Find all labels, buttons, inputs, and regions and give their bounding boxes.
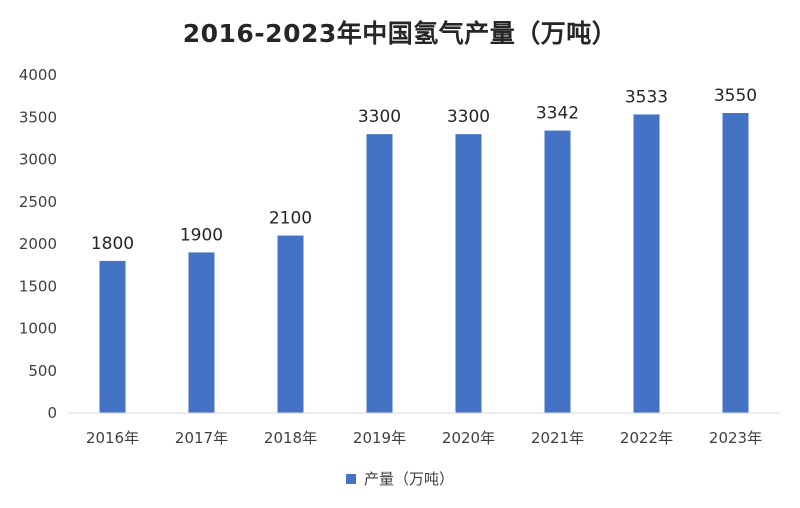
bar [633, 114, 660, 414]
bars [99, 113, 749, 414]
bar [277, 235, 304, 413]
x-tick-label: 2017年 [175, 429, 228, 447]
data-label: 3300 [447, 107, 490, 127]
legend-swatch [345, 473, 356, 484]
y-tick-label: 2500 [19, 193, 57, 211]
chart-title: 2016-2023年中国氢气产量（万吨） [182, 19, 618, 48]
legend-label: 产量（万吨） [363, 470, 454, 488]
x-tick-label: 2019年 [353, 429, 406, 447]
y-tick-label: 2000 [19, 235, 57, 253]
x-tick-label: 2022年 [620, 429, 673, 447]
x-tick-label: 2018年 [264, 429, 317, 447]
y-tick-label: 4000 [19, 66, 57, 84]
data-label: 1800 [91, 234, 134, 254]
data-label: 3550 [714, 86, 757, 106]
y-tick-label: 3500 [19, 108, 57, 126]
y-tick-label: 1500 [19, 277, 57, 295]
data-labels: 1800 1900 2100 3300 3300 3342 3533 3550 [91, 86, 757, 254]
bar [544, 130, 571, 413]
bar [722, 113, 749, 414]
x-tick-label: 2020年 [442, 429, 495, 447]
y-tick-label: 3000 [19, 151, 57, 169]
data-label: 2100 [269, 209, 312, 229]
x-tick-label: 2023年 [709, 429, 762, 447]
bar [99, 260, 126, 413]
y-tick-label: 0 [47, 404, 57, 422]
bar [366, 134, 393, 413]
x-tick-label: 2016年 [86, 429, 139, 447]
bar [188, 252, 215, 413]
x-tick-label: 2021年 [531, 429, 584, 447]
y-tick-label: 500 [28, 362, 57, 380]
y-tick-label: 1000 [19, 320, 57, 338]
y-axis: 0 500 1000 1500 2000 2500 3000 3500 4000 [19, 66, 57, 422]
legend: 产量（万吨） [0, 468, 800, 489]
data-label: 3300 [358, 107, 401, 127]
x-axis: 2016年 2017年 2018年 2019年 2020年 2021年 2022年 2023年 [68, 412, 780, 447]
data-label: 3342 [536, 104, 579, 124]
data-label: 1900 [180, 225, 223, 245]
bar [455, 134, 482, 413]
data-label: 3533 [625, 87, 668, 107]
